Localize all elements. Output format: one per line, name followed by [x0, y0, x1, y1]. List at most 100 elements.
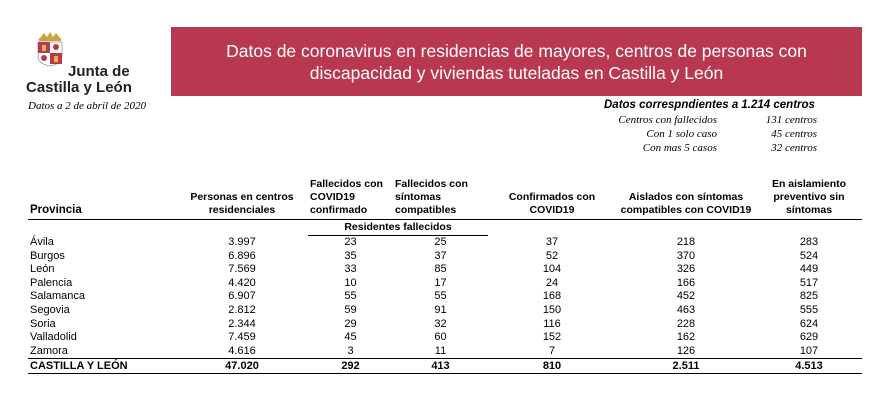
table-cell: 11 [434, 344, 447, 357]
table-cell: León [30, 263, 55, 276]
table-row: León 7.569 33 85 104 326 449 [28, 263, 862, 277]
table-cell: 326 [676, 263, 696, 276]
summary-value: 131 centros [765, 114, 817, 126]
table-cell: 37 [545, 235, 559, 248]
banner-title-line-1: Datos de coronavirus en residencias de m… [226, 40, 807, 61]
table-cell: Ávila [30, 235, 54, 248]
table-cell: 107 [799, 344, 819, 357]
table-cell: 292 [308, 358, 393, 375]
table-cell: 59 [344, 303, 357, 316]
table-cell: 52 [545, 249, 559, 262]
table-cell: 37 [434, 249, 447, 262]
table-cell: 126 [676, 344, 696, 357]
table-cell: Soria [30, 317, 56, 330]
summary-row: Con 1 solo caso 45 centros [600, 127, 821, 141]
table-cell: 6.896 [228, 249, 256, 262]
table-row: Valladolid 7.459 45 60 152 162 629 [28, 331, 862, 345]
table-cell: 810 [488, 358, 616, 375]
table-cell: 463 [676, 303, 696, 316]
junta-logo: Junta de Castilla y León [26, 30, 166, 100]
summary-label: Centros con fallecidos [618, 114, 717, 126]
table-cell: 218 [676, 235, 696, 248]
column-header: Fallecidos con síntomas compatibles [393, 170, 488, 220]
table-cell: 91 [434, 303, 447, 316]
table-row: Burgos 6.896 35 37 52 370 524 [28, 250, 862, 264]
table-cell: 624 [799, 317, 819, 330]
residences-data-table: Provincia Personas en centros residencia… [28, 170, 862, 375]
table-row: Segovia 2.812 59 91 150 463 555 [28, 304, 862, 318]
table-cell: 555 [799, 303, 819, 316]
table-cell: 47.020 [176, 358, 308, 375]
table-row: Ávila 3.997 23 25 37 218 283 [28, 236, 862, 250]
centers-summary: Datos correspndientes a 1.214 centros Ce… [600, 99, 821, 155]
table-cell: 3 [347, 344, 354, 357]
table-cell: 60 [434, 331, 447, 344]
logo-line-1: Junta de [68, 63, 130, 80]
table-cell: 168 [542, 290, 562, 303]
column-header: En aislamiento preventivo sin síntomas [756, 170, 862, 220]
table-cell: 7 [548, 344, 556, 357]
table-subheader-row: Residentes fallecidos [28, 219, 862, 236]
table-row: Palencia 4.420 10 17 24 166 517 [28, 277, 862, 291]
table-cell: 45 [344, 331, 357, 344]
table-cell: 228 [676, 317, 696, 330]
summary-label: Con 1 solo caso [646, 128, 717, 140]
table-cell: 10 [344, 276, 357, 289]
coat-of-arms-icon [37, 32, 63, 67]
table-cell: Salamanca [30, 290, 86, 303]
table-cell: 162 [676, 331, 696, 344]
table-cell: 2.344 [228, 317, 256, 330]
subheader-label: Residentes fallecidos [308, 219, 488, 236]
title-banner: Datos de coronavirus en residencias de m… [171, 27, 862, 96]
logo-line-2: Castilla y León [26, 79, 132, 96]
table-cell: 25 [434, 236, 447, 248]
table-cell: 4.513 [756, 358, 862, 375]
table-cell: 524 [799, 249, 819, 262]
summary-value: 32 centros [771, 142, 817, 154]
table-cell: 2.812 [228, 303, 256, 316]
table-cell: 55 [344, 290, 357, 303]
date-line: Datos a 2 de abril de 2020 [28, 100, 146, 112]
column-header: Confirmados con COVID19 [488, 170, 616, 220]
table-row: Salamanca 6.907 55 55 168 452 825 [28, 290, 862, 304]
table-cell: 449 [799, 263, 819, 276]
table-cell: 24 [545, 276, 559, 289]
table-cell: 4.616 [228, 344, 256, 357]
summary-value: 45 centros [771, 128, 817, 140]
table-cell: CASTILLA Y LEÓN [28, 358, 176, 375]
banner-title-line-2: discapacidad y viviendas tuteladas en Ca… [309, 62, 724, 83]
column-header: Personas en centros residenciales [176, 170, 308, 220]
table-cell: 35 [344, 249, 357, 262]
column-header: Fallecidos con COVID19 confirmado [308, 170, 393, 220]
table-cell: 629 [799, 331, 819, 344]
table-cell: 2.511 [616, 358, 756, 375]
table-cell: 6.907 [228, 290, 256, 303]
table-cell: 29 [344, 317, 357, 330]
summary-label: Con mas 5 casos [642, 142, 717, 154]
table-cell: 150 [542, 303, 562, 316]
table-cell: 7.459 [228, 331, 256, 344]
table-cell: Zamora [30, 344, 68, 357]
table-cell: 152 [542, 331, 562, 344]
table-cell: 166 [676, 276, 696, 289]
summary-row: Centros con fallecidos 131 centros [600, 113, 821, 127]
table-cell: Palencia [30, 276, 73, 289]
summary-title: Datos correspndientes a 1.214 centros [604, 99, 815, 111]
table-cell: 23 [344, 236, 357, 248]
table-row: Soria 2.344 29 32 116 228 624 [28, 318, 862, 332]
table-total-row: CASTILLA Y LEÓN 47.020 292 413 810 2.511… [28, 358, 862, 375]
column-header: Aislados con síntomas compatibles con CO… [616, 170, 756, 220]
table-cell: 104 [542, 263, 562, 276]
table-cell: 413 [393, 358, 488, 375]
table-cell: Segovia [30, 303, 70, 316]
table-cell: 3.997 [228, 235, 256, 248]
table-cell: 55 [434, 290, 447, 303]
table-cell: 283 [799, 235, 819, 248]
table-cell: 7.569 [228, 263, 256, 276]
column-header: Provincia [28, 170, 176, 220]
table-header-row: Provincia Personas en centros residencia… [28, 170, 862, 220]
table-cell: 17 [434, 276, 447, 289]
table-cell: 32 [434, 317, 447, 330]
table-cell: Burgos [30, 249, 65, 262]
table-cell: 33 [344, 263, 357, 276]
